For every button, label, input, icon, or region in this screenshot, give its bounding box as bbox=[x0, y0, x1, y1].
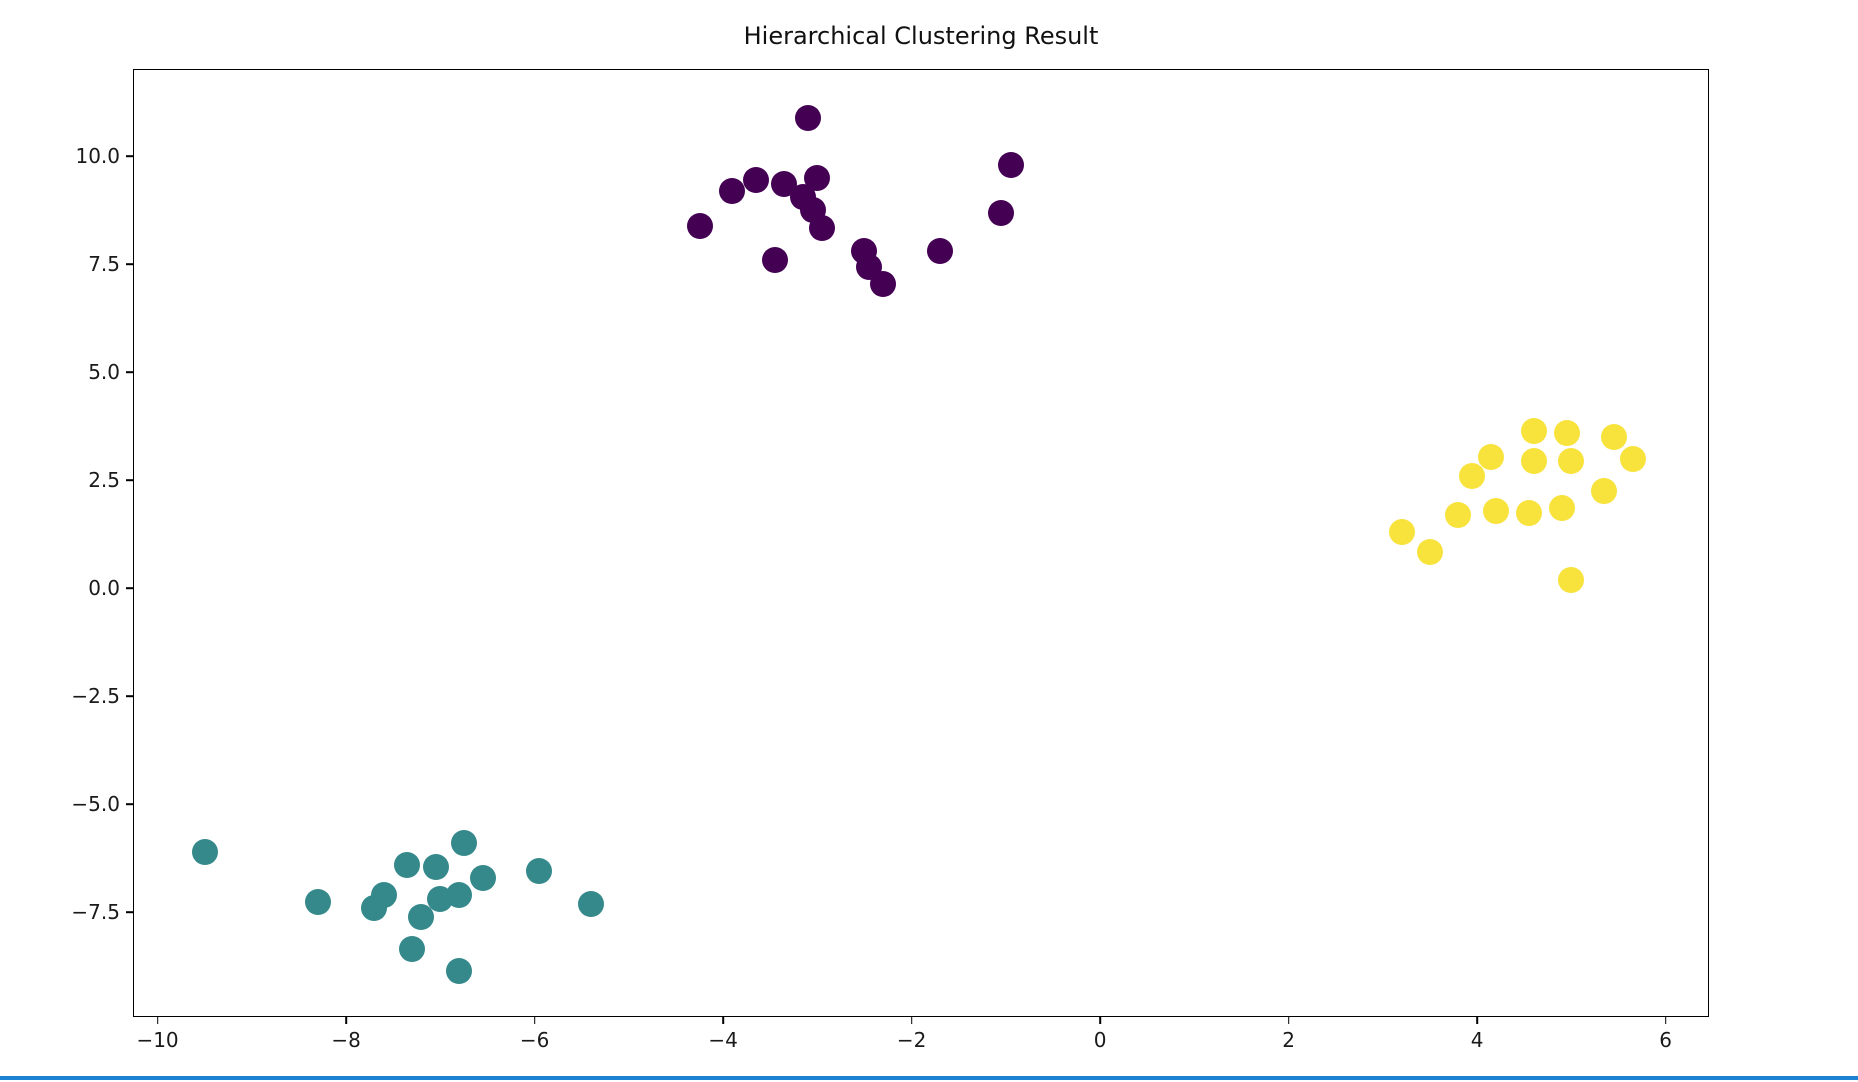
y-tick-label: −2.5 bbox=[71, 684, 120, 709]
scatter-point-cluster-0-purple bbox=[926, 238, 953, 265]
x-tick-mark bbox=[1099, 1016, 1101, 1024]
scatter-point-cluster-2-yellow bbox=[1548, 495, 1575, 522]
scatter-point-cluster-2-yellow bbox=[1515, 499, 1542, 526]
y-tick-label: 7.5 bbox=[88, 252, 120, 277]
scatter-point-cluster-0-purple bbox=[743, 167, 770, 194]
y-tick-label: 0.0 bbox=[88, 576, 120, 601]
x-tick-label: 4 bbox=[1470, 1028, 1484, 1052]
scatter-point-cluster-2-yellow bbox=[1478, 443, 1505, 470]
plot-area: −10 −8 −6 −4 −2 0 2 4 6 10.0 7.5 5.0 2.5 0.0 −2.5 −5.0 −… bbox=[71, 69, 1709, 1052]
scatter-point-cluster-2-yellow bbox=[1388, 519, 1415, 546]
x-tick-mark bbox=[722, 1016, 724, 1024]
scatter-point-cluster-2-yellow bbox=[1558, 566, 1585, 593]
scatter-point-cluster-0-purple bbox=[761, 247, 788, 274]
scatter-point-cluster-0-purple bbox=[809, 214, 836, 241]
y-tick-label: 2.5 bbox=[88, 468, 120, 493]
x-tick-label: 0 bbox=[1093, 1028, 1107, 1052]
scatter-point-cluster-1-teal bbox=[469, 864, 496, 891]
y-tick-mark bbox=[126, 587, 134, 590]
x-tick-mark bbox=[910, 1016, 913, 1024]
x-tick-mark bbox=[1287, 1016, 1290, 1024]
scatter-point-cluster-1-teal bbox=[304, 888, 331, 915]
scatter-point-cluster-1-teal bbox=[399, 936, 426, 963]
y-tick-mark bbox=[126, 695, 134, 698]
x-tick-label: −4 bbox=[708, 1028, 738, 1052]
scatter-point-cluster-1-teal bbox=[446, 957, 473, 984]
y-tick-label: 10.0 bbox=[75, 144, 120, 169]
y-tick-mark bbox=[126, 479, 134, 482]
scatter-point-cluster-2-yellow bbox=[1558, 447, 1585, 474]
x-tick-mark bbox=[156, 1016, 159, 1024]
scatter-point-cluster-2-yellow bbox=[1619, 445, 1646, 472]
scatter-point-cluster-1-teal bbox=[450, 830, 477, 857]
y-tick-label: −7.5 bbox=[71, 900, 120, 925]
scatter-point-cluster-0-purple bbox=[870, 270, 897, 297]
x-tick-label: 2 bbox=[1282, 1028, 1295, 1052]
x-tick-label: 6 bbox=[1659, 1028, 1672, 1052]
x-tick-mark bbox=[533, 1016, 536, 1024]
scatter-point-cluster-2-yellow bbox=[1416, 538, 1443, 565]
scatter-point-cluster-2-yellow bbox=[1482, 497, 1509, 524]
scatter-point-cluster-2-yellow bbox=[1520, 447, 1547, 474]
bottom-divider bbox=[0, 1076, 1858, 1080]
y-tick-label: 5.0 bbox=[88, 360, 120, 385]
scatter-point-cluster-2-yellow bbox=[1520, 417, 1547, 444]
y-tick-mark bbox=[126, 263, 134, 266]
scatter-point-cluster-1-teal bbox=[361, 895, 388, 921]
x-tick-mark bbox=[345, 1016, 347, 1024]
scatter-point-cluster-1-teal bbox=[578, 890, 605, 917]
chart-title: Hierarchical Clustering Result bbox=[743, 22, 1099, 50]
scatter-point-cluster-0-purple bbox=[686, 212, 713, 239]
x-tick-mark bbox=[1664, 1016, 1667, 1024]
scatter-point-cluster-2-yellow bbox=[1591, 478, 1618, 505]
scatter-point-cluster-0-purple bbox=[988, 199, 1015, 226]
scatter-point-cluster-1-teal bbox=[422, 853, 449, 880]
y-tick-mark bbox=[126, 371, 134, 374]
scatter-point-cluster-1-teal bbox=[526, 858, 553, 885]
scatter-point-cluster-1-teal bbox=[394, 851, 421, 878]
scatter-point-cluster-0-purple bbox=[997, 152, 1024, 179]
scatter-point-cluster-2-yellow bbox=[1553, 419, 1580, 446]
x-tick-label: −8 bbox=[331, 1028, 361, 1052]
y-tick-label: −5.0 bbox=[71, 792, 120, 817]
x-tick-mark bbox=[1476, 1016, 1478, 1024]
scatter-point-cluster-1-teal bbox=[408, 903, 435, 930]
y-tick-mark bbox=[126, 911, 134, 914]
scatter-point-cluster-1-teal bbox=[191, 838, 218, 865]
scatter-point-cluster-0-purple bbox=[719, 177, 746, 204]
x-tick-label: −10 bbox=[136, 1028, 179, 1052]
scatter-point-cluster-2-yellow bbox=[1459, 463, 1486, 490]
y-tick-mark bbox=[126, 803, 134, 806]
y-tick-mark bbox=[126, 155, 134, 158]
scatter-point-cluster-2-yellow bbox=[1445, 501, 1472, 528]
x-tick-label: −2 bbox=[896, 1028, 927, 1052]
scatter-point-cluster-2-yellow bbox=[1600, 424, 1627, 451]
scatter-point-cluster-0-purple bbox=[794, 104, 821, 131]
x-tick-label: −6 bbox=[519, 1028, 550, 1052]
